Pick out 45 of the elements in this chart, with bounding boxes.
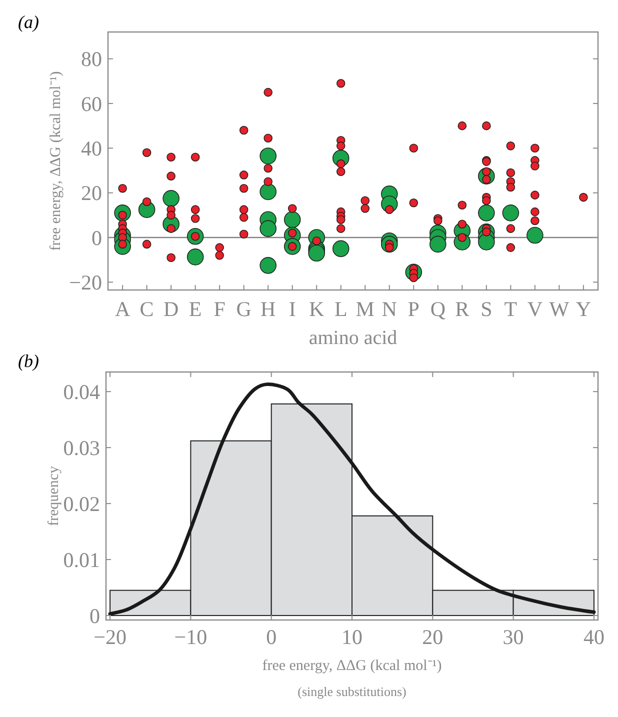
y-tick-label: 0.02 [63, 492, 100, 516]
x-tick-label: Q [430, 297, 446, 321]
x-tick-label: N [382, 297, 397, 321]
x-tick-label: I [288, 297, 296, 321]
x-tick-label: D [163, 297, 179, 321]
y-tick-label: 0 [90, 604, 100, 628]
x-tick-label: P [408, 297, 420, 321]
x-tick-label: −10 [174, 625, 208, 649]
y-tick-label: 0.03 [63, 436, 100, 460]
x-tick-label: M [356, 297, 375, 321]
y-tick-label: 0.04 [63, 380, 100, 404]
x-tick-label: 30 [502, 625, 524, 649]
x-tick-label: H [260, 297, 276, 321]
y-tick-label: 20 [81, 181, 102, 206]
x-tick-label: 0 [266, 625, 277, 649]
x-tick-label: G [236, 297, 252, 321]
x-tick-label: F [214, 297, 226, 321]
x-axis-title: amino acid [308, 327, 398, 349]
chart-title: (b) [18, 351, 39, 371]
x-tick-label: S [480, 297, 492, 321]
x-tick-label: 40 [583, 625, 604, 649]
y-tick-label: 80 [81, 47, 102, 72]
x-axis-title: free energy, ΔΔG (kcal mol⁻¹) [262, 658, 442, 674]
x-tick-label: 20 [422, 625, 444, 649]
y-tick-label: 60 [81, 92, 102, 116]
x-tick-label: A [114, 297, 131, 321]
x-tick-label: T [504, 297, 518, 321]
x-tick-label: V [527, 297, 543, 321]
y-tick-label: 40 [81, 136, 102, 161]
x-tick-label: L [334, 297, 348, 321]
x-tick-label: 10 [342, 625, 362, 649]
y-axis-title: frequency [46, 466, 62, 526]
y-tick-label: 0.01 [63, 548, 100, 572]
y-tick-label: −20 [69, 270, 102, 295]
y-axis-title: free energy, ΔΔG (kcal mol⁻¹) [48, 71, 64, 251]
x-tick-label: R [455, 297, 470, 321]
x-tick-label: Y [576, 297, 592, 321]
x-tick-label: W [549, 297, 570, 321]
x-tick-label: C [140, 297, 154, 321]
x-tick-label: E [188, 297, 202, 321]
line-series [108, 382, 596, 616]
y-tick-label: 0 [92, 226, 102, 250]
chart-title: (a) [18, 12, 39, 32]
text: (single substitutions) [298, 684, 406, 699]
x-tick-label: K [309, 297, 324, 321]
